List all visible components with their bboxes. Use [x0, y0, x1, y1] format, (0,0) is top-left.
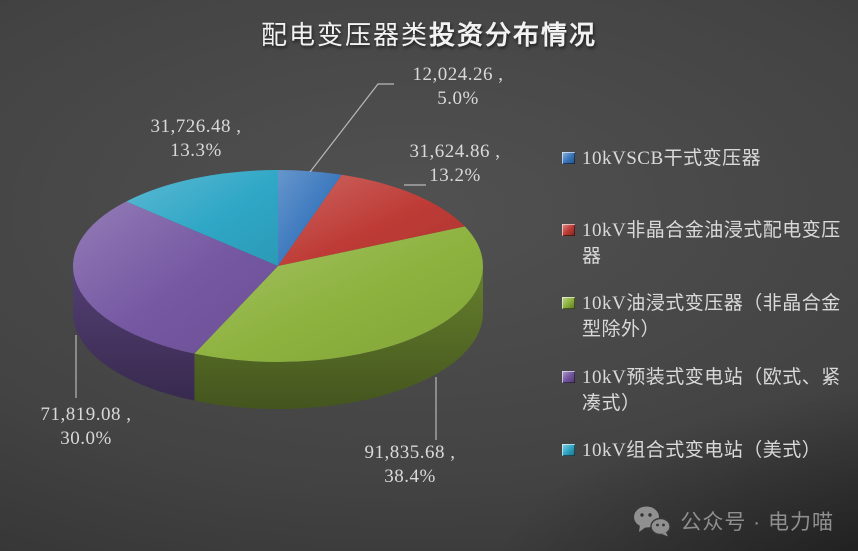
leader-line-0 [309, 83, 394, 173]
pie-slice-3 [72, 201, 278, 354]
legend-label: 10kV组合式变电站（美式） [582, 440, 822, 461]
data-label-pct: 13.3% [170, 140, 222, 161]
legend-label: 10kV油浸式变压器（非晶合金型除外） [582, 293, 841, 340]
data-label: 91,835.68 , 38.4% [335, 441, 485, 489]
legend-label: 10kV预装式变电站（欧式、紧凑式） [582, 366, 841, 414]
chart-title-regular: 配电变压器类 [260, 21, 429, 50]
data-label-value: 31,726.48 , [150, 116, 242, 137]
pie-slice-4 [126, 170, 278, 266]
data-label-pct: 38.4% [384, 466, 436, 487]
data-label-pct: 13.2% [429, 165, 481, 186]
data-label-value: 12,024.26 , [412, 64, 504, 85]
legend-marker-icon [562, 223, 575, 236]
data-label: 71,819.08 , 30.0% [11, 403, 161, 451]
data-label-value: 71,819.08 , [40, 404, 132, 425]
data-label-value: 31,624.86 , [409, 141, 501, 162]
wechat-icon [634, 506, 672, 537]
legend: 10kVSCB干式变压器 10kV非晶合金油浸式配电变压器 10kV油浸式变压器… [562, 146, 856, 464]
legend-marker-icon [562, 297, 575, 309]
legend-item: 10kV非晶合金油浸式配电变压器 [562, 218, 856, 270]
data-label: 12,024.26 , 5.0% [383, 63, 533, 111]
legend-marker-icon [562, 152, 575, 164]
pie-slice-0 [278, 170, 342, 266]
data-label: 31,624.86 , 13.2% [380, 140, 530, 188]
legend-marker-icon [562, 444, 575, 456]
chart-title: 配电变压器类投资分布情况 [0, 15, 858, 52]
legend-item: 10kVSCB干式变压器 [562, 146, 856, 172]
legend-item: 10kV油浸式变压器（非晶合金型除外） [562, 291, 856, 343]
legend-item: 10kV预装式变电站（欧式、紧凑式） [562, 365, 856, 417]
wechat-footer: 公众号 · 电力喵 [633, 505, 834, 537]
chart-title-bold: 投资分布情况 [429, 21, 598, 50]
pie-slice-wall-2 [194, 266, 483, 409]
pie-slice-1 [278, 174, 465, 266]
legend-label: 10kVSCB干式变压器 [582, 148, 762, 169]
data-label-value: 91,835.68 , [364, 442, 456, 463]
data-label-pct: 30.0% [60, 428, 112, 449]
wechat-account-label: 公众号 · 电力喵 [680, 511, 834, 534]
data-label: 31,726.48 , 13.3% [121, 115, 271, 163]
legend-item: 10kV组合式变电站（美式） [562, 438, 856, 464]
legend-label: 10kV非晶合金油浸式配电变压器 [582, 219, 841, 267]
data-label-pct: 5.0% [437, 88, 479, 109]
pie-slice-2 [194, 226, 483, 362]
legend-marker-icon [562, 370, 575, 383]
pie-slice-wall-3 [73, 266, 195, 401]
